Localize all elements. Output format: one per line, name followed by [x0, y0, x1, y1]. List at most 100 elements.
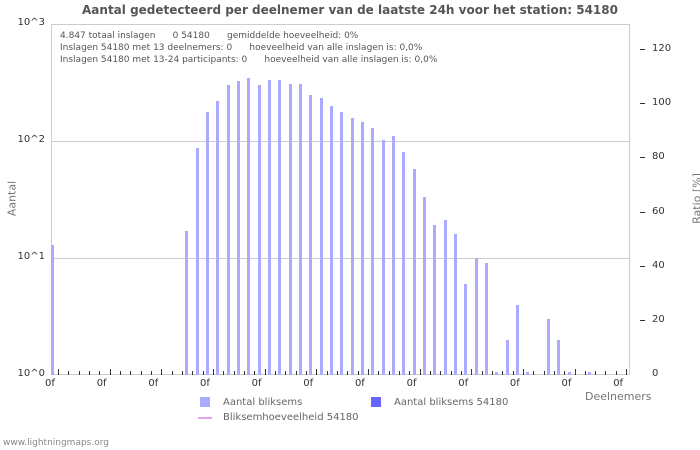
x-tick [192, 371, 194, 375]
info-line-3: Inslagen 54180 met 13-24 participants: 0… [60, 55, 438, 65]
bar [288, 83, 292, 375]
x-tick [615, 371, 617, 375]
legend-label-aantal-bliksems: Aantal bliksems [223, 397, 303, 408]
x-tick-label: 0f [613, 378, 624, 389]
bar [51, 244, 54, 375]
x-tick [357, 371, 359, 375]
x-tick [254, 371, 256, 375]
x-tick [574, 369, 576, 375]
x-tick [316, 369, 318, 375]
bar [526, 372, 530, 375]
bar [340, 112, 344, 375]
y-axis-title: Aantal [5, 180, 19, 217]
x-tick [564, 371, 566, 375]
x-tick [161, 369, 163, 375]
y2-tick [640, 157, 645, 158]
legend-label-aantal-bliksems-54180: Aantal bliksems 54180 [394, 397, 509, 408]
bar [588, 372, 592, 375]
x-tick [58, 369, 59, 375]
x-tick [471, 369, 473, 375]
y-tick-100: 10^2 [17, 134, 45, 145]
legend-swatch-aantal-bliksems [200, 397, 210, 407]
bar [360, 122, 364, 375]
x-tick-label: 0f [199, 378, 210, 389]
x-tick [68, 371, 70, 375]
bar [484, 263, 488, 375]
x-tick [285, 371, 287, 375]
bar [319, 98, 323, 375]
x-tick [264, 369, 266, 375]
bar [195, 147, 199, 375]
x-tick [450, 371, 452, 375]
bar [433, 225, 437, 375]
x-tick [150, 371, 152, 375]
bar [453, 234, 457, 375]
x-tick-label: 0f [406, 378, 417, 389]
x-tick [212, 369, 214, 375]
y2-tick-100: 100 [652, 97, 672, 108]
x-tick-label: 0f [96, 378, 107, 389]
y2-tick [640, 320, 645, 321]
y2-tick [640, 103, 645, 104]
bar [557, 339, 561, 375]
bar [515, 304, 519, 375]
x-tick [99, 371, 101, 375]
bar [371, 128, 375, 375]
x-tick-label: 0f [251, 378, 262, 389]
x-tick [78, 371, 80, 375]
x-tick [378, 371, 380, 375]
x-tick [181, 371, 183, 375]
bar [495, 372, 499, 375]
x-tick [626, 369, 628, 375]
x-tick [119, 371, 121, 375]
x-tick [605, 371, 607, 375]
x-tick [367, 369, 369, 375]
bar [216, 100, 220, 375]
chart-title: Aantal gedetecteerd per deelnemer van de… [82, 3, 618, 17]
x-tick-label: 0f [148, 378, 159, 389]
bar [267, 80, 271, 375]
x-tick [595, 371, 597, 375]
x-tick [295, 371, 297, 375]
bar [329, 105, 333, 375]
x-tick [533, 371, 535, 375]
y2-tick-0: 0 [652, 368, 659, 379]
legend-swatch-bliksemhoeveelheid [198, 417, 212, 419]
x-tick [398, 371, 400, 375]
x-tick-label: 0f [45, 378, 55, 389]
x-tick [171, 371, 173, 375]
y2-tick [640, 49, 645, 50]
bar [422, 197, 426, 375]
x-tick [543, 371, 545, 375]
x-tick [326, 371, 328, 375]
x-axis-title: Deelnemers [585, 390, 652, 403]
y2-tick [640, 212, 645, 213]
x-tick [140, 371, 142, 375]
x-tick [409, 371, 411, 375]
y2-tick-40: 40 [652, 260, 665, 271]
y2-tick-120: 120 [652, 43, 672, 54]
bar [350, 118, 354, 375]
x-tick [429, 371, 431, 375]
x-tick-label: 0f [458, 378, 469, 389]
x-tick-label: 0f [509, 378, 520, 389]
x-tick [109, 369, 111, 375]
y-tick-10: 10^1 [17, 251, 45, 262]
bar [567, 372, 571, 375]
x-tick-label: 0f [354, 378, 365, 389]
bar [257, 85, 261, 375]
info-line-2: Inslagen 54180 met 13 deelnemers: 0 hoev… [60, 43, 423, 53]
x-tick [223, 371, 225, 375]
legend-swatch-aantal-bliksems-54180 [371, 397, 381, 407]
x-tick [522, 369, 524, 375]
bar [226, 85, 230, 375]
y-tick-1000: 10^3 [17, 17, 45, 28]
bar [205, 112, 209, 375]
bar [505, 339, 509, 375]
x-tick [336, 371, 338, 375]
bar [381, 140, 385, 375]
info-line-1: 4.847 totaal inslagen 0 54180 gemiddelde… [60, 31, 359, 41]
bar [185, 231, 189, 375]
x-tick-label: 0f [303, 378, 314, 389]
y2-axis-title: Ratio [%] [690, 173, 700, 224]
